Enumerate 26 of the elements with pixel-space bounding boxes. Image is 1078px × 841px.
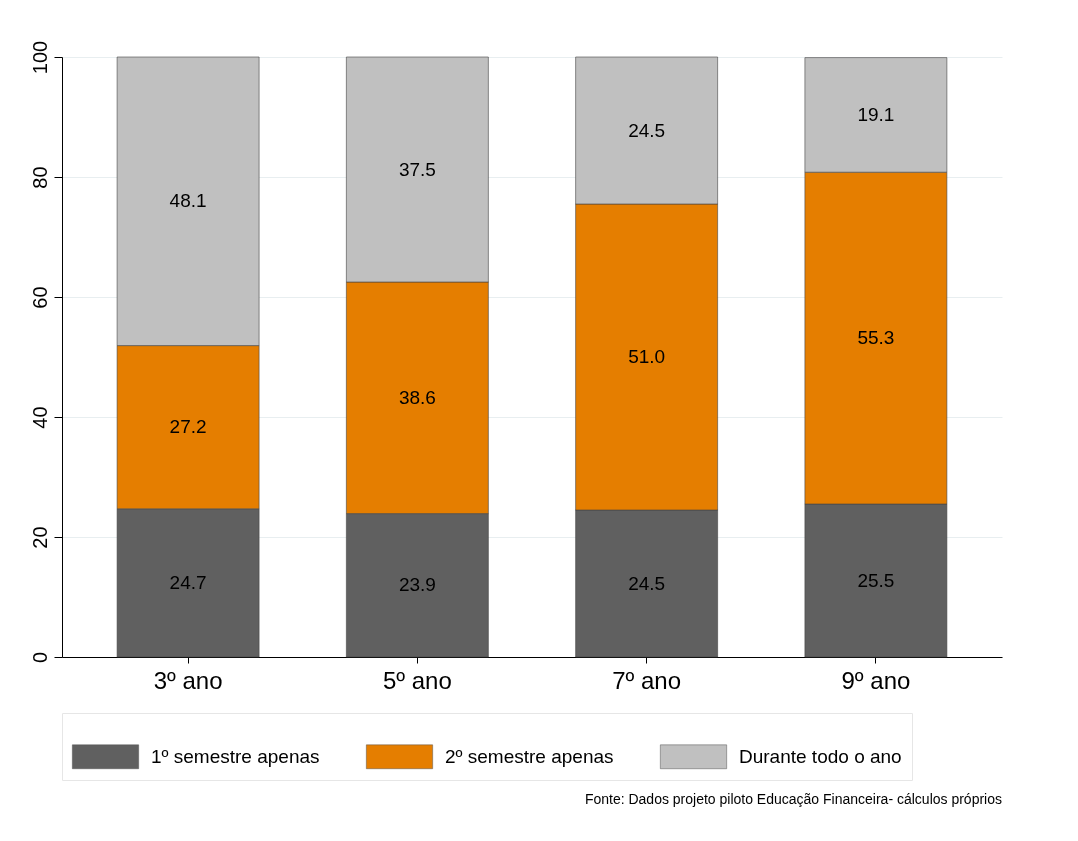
data-label: 38.6 — [398, 386, 436, 408]
data-label: 19.1 — [857, 103, 895, 125]
y-tick-label: 0 — [28, 651, 51, 664]
y-tick-label: 60 — [28, 286, 51, 309]
y-tick-label: 20 — [28, 526, 51, 549]
legend-label: Durante todo o ano — [739, 745, 902, 767]
x-tick-label: 3º ano — [153, 666, 223, 694]
data-label: 27.2 — [169, 416, 207, 438]
data-label: 24.7 — [169, 571, 207, 593]
source-note: Fonte: Dados projeto piloto Educação Financeira- cálculos próprios — [584, 790, 1002, 807]
data-label: 25.5 — [857, 569, 895, 591]
legend-label: 2º semestre apenas — [445, 745, 614, 767]
data-label: 23.9 — [398, 574, 436, 596]
y-tick-label: 100 — [28, 40, 51, 75]
data-label: 55.3 — [857, 327, 895, 349]
data-label: 37.5 — [398, 158, 436, 180]
data-label: 51.0 — [628, 346, 666, 367]
x-tick-label: 7º ano — [612, 666, 682, 694]
data-label: 24.5 — [628, 119, 666, 141]
x-tick-label: 9º ano — [841, 666, 911, 694]
y-tick-label: 80 — [28, 166, 51, 189]
x-tick-label: 5º ano — [382, 666, 452, 694]
legend-label: 1º semestre apenas — [151, 745, 320, 767]
y-tick-label: 40 — [28, 406, 51, 429]
data-label: 24.5 — [628, 572, 666, 594]
data-label: 48.1 — [169, 190, 207, 212]
